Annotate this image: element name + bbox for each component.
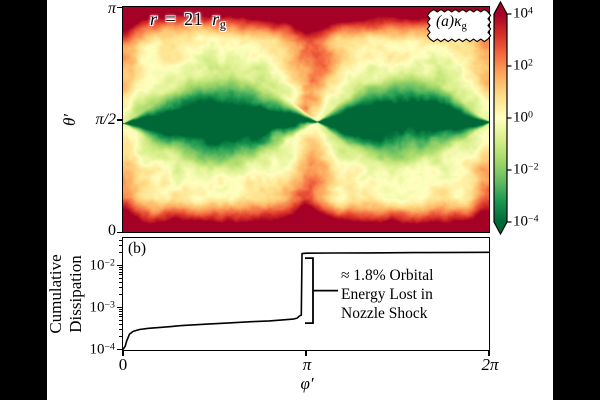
panel-a-tag-box: [426, 8, 492, 43]
panel-a-tag: (a)κg: [436, 13, 467, 32]
panel-b-minor-tick: [119, 252, 122, 254]
phi-axis-label: φ′: [300, 374, 314, 393]
colorbar-tick-label: 102: [513, 57, 533, 74]
x-axis-tick: [305, 351, 307, 356]
panel-b-frame: [122, 237, 490, 351]
colorbar-tick-label: 10−4: [513, 213, 539, 230]
ytick-label-pi: π: [107, 0, 116, 17]
colorbar-tick-label: 10−2: [513, 161, 539, 178]
panel-b-minor-tick: [119, 274, 122, 276]
panel-b-ytick-label: 10−4: [89, 340, 115, 358]
panel-b-minor-tick: [119, 271, 122, 273]
panel-a-ytick: [117, 6, 122, 9]
annotation-line-3: Nozzle Shock: [341, 305, 428, 322]
radius-value: 21: [184, 9, 204, 29]
panel-b-minor-tick: [119, 281, 122, 283]
jump-bracket: [305, 257, 338, 324]
panel-b-major-tick: [116, 264, 122, 267]
annotation-line-2: Energy Lost in: [341, 286, 433, 303]
panel-b-minor-tick: [119, 239, 122, 241]
panel-b-minor-tick: [119, 277, 122, 279]
panel-b-minor-tick: [119, 328, 122, 330]
panel-b-label: (b): [128, 240, 147, 257]
panel-b-minor-tick: [119, 323, 122, 325]
xtick-label-0: 0: [118, 355, 128, 374]
panel-b-major-tick: [116, 348, 122, 351]
cumulative-dissipation-curve: [123, 251, 489, 350]
panel-b-minor-tick: [119, 286, 122, 288]
panel-b-minor-tick: [119, 336, 122, 338]
ylabel-line-1: Cumulative: [46, 254, 65, 334]
dissipation-heatmap: [123, 7, 489, 232]
panel-b-minor-tick: [119, 308, 122, 310]
panel-b-minor-tick: [119, 311, 122, 313]
x-axis-tick: [488, 351, 490, 356]
equals-sign: =: [165, 9, 177, 29]
colorbar-tick-label: 104: [513, 5, 533, 22]
colorbar-bar: [493, 0, 508, 236]
panel-b-minor-tick: [119, 269, 122, 271]
kappa-sub: g: [461, 21, 467, 33]
colorbar-ticks: [507, 13, 512, 223]
nozzle-shock-annotation: ≈ 1.8% Orbital Energy Lost in Nozzle Sho…: [341, 266, 433, 323]
panel-b-major-tick: [116, 306, 122, 309]
ytick-label-pi2: π/2: [95, 111, 116, 128]
panel-b-minor-tick: [119, 266, 122, 268]
theta-axis-label: θ′: [60, 113, 79, 127]
panel-b-plot: [123, 251, 489, 350]
panel-b-minor-tick: [119, 316, 122, 318]
ytick-label-zero: 0: [108, 222, 116, 239]
annotation-line-1: ≈ 1.8% Orbital: [341, 267, 434, 284]
colorbar-tick-label: 100: [513, 109, 533, 126]
panel-b-minor-tick: [119, 244, 122, 246]
panel-b-minor-tick: [119, 319, 122, 321]
radius-var: r: [150, 9, 158, 29]
panel-a-title: r = 21 rg: [150, 9, 226, 33]
panel-b-minor-tick: [119, 313, 122, 315]
colorbar: [493, 0, 512, 236]
xtick-label-2pi: 2π: [481, 355, 499, 374]
panel-a-label: (a): [436, 13, 455, 30]
panel-b-minor-tick: [119, 294, 122, 296]
sawtooth-border: [426, 8, 492, 43]
panel-a-ytick: [117, 231, 122, 234]
panel-a-ytick: [117, 119, 122, 121]
radius-unit: r: [212, 9, 220, 29]
x-axis-tick: [122, 351, 124, 356]
kappa-symbol: κ: [454, 13, 462, 30]
radius-unit-sub: g: [219, 17, 227, 32]
panel-b-ytick-label: 10−3: [89, 298, 115, 316]
panel-b-ytick-label: 10−2: [89, 256, 115, 274]
xtick-label-pi: π: [302, 355, 312, 374]
